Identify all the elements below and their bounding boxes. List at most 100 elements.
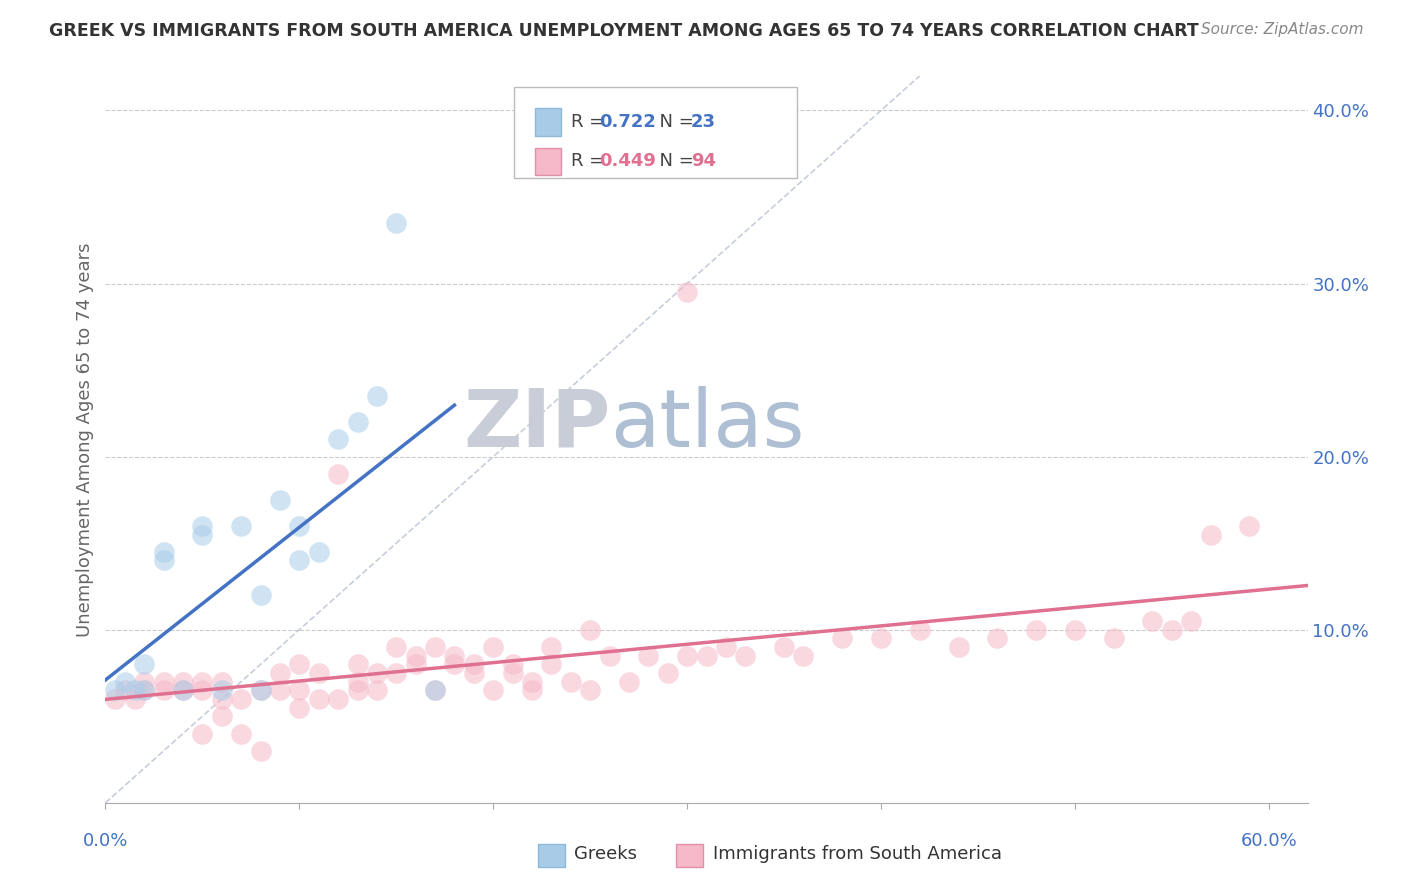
Point	[1025, 623, 1047, 637]
Point	[579, 623, 602, 637]
Point	[423, 683, 446, 698]
Point	[269, 492, 291, 507]
Point	[676, 285, 699, 300]
Point	[326, 467, 349, 481]
Point	[443, 657, 465, 672]
Point	[191, 674, 214, 689]
FancyBboxPatch shape	[515, 87, 797, 178]
Text: ZIP: ZIP	[463, 385, 610, 464]
Point	[482, 683, 505, 698]
Point	[152, 683, 174, 698]
Point	[385, 640, 408, 654]
Point	[482, 640, 505, 654]
Point	[152, 674, 174, 689]
Point	[211, 692, 233, 706]
Point	[617, 674, 640, 689]
Point	[405, 648, 427, 663]
Point	[249, 683, 271, 698]
Point	[870, 632, 893, 646]
Point	[540, 640, 562, 654]
Point	[520, 683, 543, 698]
Point	[346, 674, 368, 689]
Point	[211, 709, 233, 723]
Point	[908, 623, 931, 637]
Point	[124, 683, 146, 698]
Point	[1180, 614, 1202, 628]
Point	[599, 648, 621, 663]
Point	[1160, 623, 1182, 637]
Text: 60.0%: 60.0%	[1240, 832, 1298, 850]
Point	[288, 553, 311, 567]
Point	[172, 683, 194, 698]
Point	[714, 640, 737, 654]
Point	[366, 683, 388, 698]
Point	[696, 648, 718, 663]
Point	[540, 657, 562, 672]
Text: atlas: atlas	[610, 385, 804, 464]
Point	[191, 527, 214, 541]
Point	[124, 692, 146, 706]
Point	[104, 683, 127, 698]
Point	[249, 588, 271, 602]
Point	[1142, 614, 1164, 628]
Text: 0.449: 0.449	[599, 153, 657, 170]
Point	[1199, 527, 1222, 541]
Point	[502, 665, 524, 680]
Point	[249, 683, 271, 698]
Point	[423, 683, 446, 698]
Point	[734, 648, 756, 663]
Point	[114, 683, 136, 698]
Point	[211, 683, 233, 698]
Point	[385, 665, 408, 680]
Point	[346, 657, 368, 672]
Text: 0.722: 0.722	[599, 113, 657, 131]
FancyBboxPatch shape	[534, 108, 561, 136]
Point	[172, 674, 194, 689]
Point	[657, 665, 679, 680]
Point	[152, 553, 174, 567]
Text: Immigrants from South America: Immigrants from South America	[713, 845, 1001, 863]
Point	[560, 674, 582, 689]
Text: R =: R =	[571, 153, 610, 170]
Point	[579, 683, 602, 698]
Point	[191, 519, 214, 533]
Point	[134, 674, 156, 689]
Point	[308, 692, 330, 706]
Point	[288, 657, 311, 672]
Point	[1064, 623, 1087, 637]
Text: Source: ZipAtlas.com: Source: ZipAtlas.com	[1201, 22, 1364, 37]
Point	[211, 674, 233, 689]
Point	[463, 665, 485, 680]
Text: N =: N =	[648, 153, 699, 170]
Point	[346, 415, 368, 429]
Point	[288, 519, 311, 533]
Point	[326, 432, 349, 446]
Point	[385, 216, 408, 230]
FancyBboxPatch shape	[676, 844, 703, 867]
Text: 0.0%: 0.0%	[83, 832, 128, 850]
Point	[346, 683, 368, 698]
Point	[366, 389, 388, 403]
Point	[231, 519, 253, 533]
Point	[986, 632, 1008, 646]
FancyBboxPatch shape	[534, 147, 561, 175]
Point	[792, 648, 814, 663]
Point	[773, 640, 796, 654]
Point	[114, 674, 136, 689]
Point	[405, 657, 427, 672]
Point	[104, 692, 127, 706]
Y-axis label: Unemployment Among Ages 65 to 74 years: Unemployment Among Ages 65 to 74 years	[76, 242, 94, 637]
Point	[502, 657, 524, 672]
Point	[269, 683, 291, 698]
Text: Greeks: Greeks	[574, 845, 637, 863]
Point	[191, 726, 214, 740]
Point	[288, 683, 311, 698]
Point	[249, 744, 271, 758]
Point	[326, 692, 349, 706]
Point	[231, 726, 253, 740]
FancyBboxPatch shape	[538, 844, 565, 867]
Text: 23: 23	[690, 113, 716, 131]
Point	[308, 665, 330, 680]
Point	[1239, 519, 1261, 533]
Point	[831, 632, 853, 646]
